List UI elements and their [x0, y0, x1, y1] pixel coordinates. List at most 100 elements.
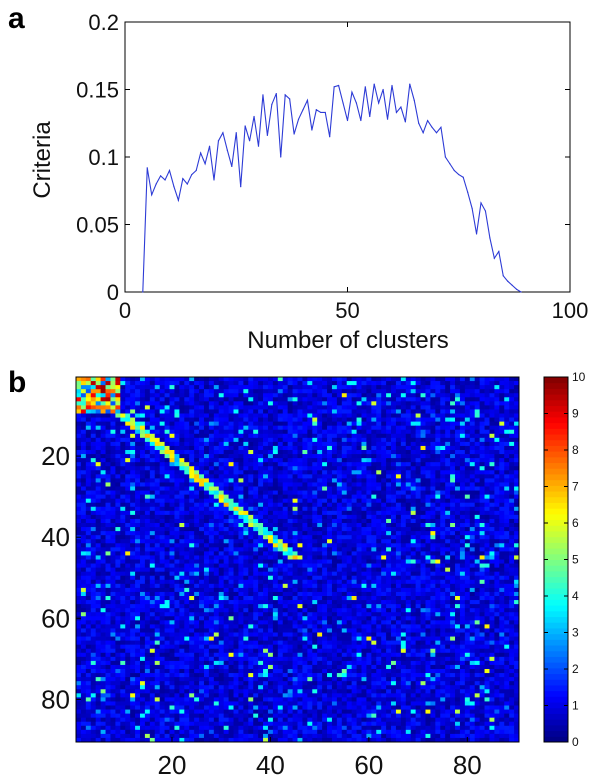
heatmap-cell — [263, 377, 269, 382]
heatmap-cell — [297, 450, 303, 455]
heatmap-cell — [233, 506, 239, 512]
heatmap-cell — [120, 466, 126, 471]
heatmap-cell — [238, 393, 244, 398]
heatmap-cell — [154, 454, 161, 459]
heatmap-cell — [253, 587, 259, 593]
heatmap-cell — [292, 506, 298, 512]
heatmap-cell — [164, 433, 170, 439]
heatmap-cell — [208, 531, 215, 536]
heatmap-cell — [474, 405, 481, 410]
heatmap-cell — [184, 510, 190, 516]
heatmap-cell — [267, 510, 274, 516]
heatmap-cell — [455, 466, 461, 471]
heatmap-cell — [105, 567, 111, 573]
heatmap-cell — [410, 559, 417, 564]
heatmap-cell — [135, 555, 141, 560]
heatmap-cell — [484, 490, 490, 496]
heatmap-cell — [263, 474, 269, 479]
heatmap-cell — [331, 425, 338, 431]
heatmap-cell — [115, 587, 121, 593]
heatmap-cell — [440, 579, 446, 585]
heatmap-cell — [504, 555, 510, 560]
heatmap-cell — [341, 587, 348, 593]
heatmap-cell — [292, 527, 298, 532]
heatmap-cell — [144, 417, 151, 423]
heatmap-cell — [494, 454, 500, 459]
heatmap-cell — [258, 583, 264, 589]
heatmap-cell — [213, 445, 220, 451]
heatmap-cell — [95, 425, 102, 431]
heatmap-cell — [85, 462, 92, 467]
heatmap-cell — [307, 547, 313, 552]
heatmap-cell — [504, 543, 510, 548]
heatmap-cell — [169, 575, 175, 581]
heatmap-cell — [218, 397, 225, 402]
heatmap-cell — [139, 523, 146, 528]
heatmap-cell — [100, 527, 106, 532]
heatmap-cell — [469, 466, 476, 471]
heatmap-cell — [307, 531, 313, 536]
heatmap-cell — [366, 454, 372, 459]
heatmap-cell — [440, 547, 446, 552]
data-point-a — [186, 183, 188, 185]
heatmap-cell — [174, 543, 180, 548]
heatmap-cell — [287, 425, 293, 431]
heatmap-cell — [400, 547, 407, 552]
heatmap-cell — [189, 470, 195, 475]
heatmap-cell — [174, 563, 180, 569]
heatmap-cell — [322, 571, 328, 577]
heatmap-cell — [459, 518, 466, 524]
heatmap-cell — [410, 450, 417, 455]
heatmap-cell — [208, 441, 215, 447]
heatmap-cell — [90, 482, 97, 487]
heatmap-cell — [312, 555, 318, 560]
heatmap-cell — [228, 381, 234, 386]
heatmap-cell — [95, 547, 102, 552]
heatmap-cell — [159, 498, 165, 504]
heatmap-cell — [76, 498, 82, 504]
heatmap-cell — [351, 437, 357, 443]
heatmap-cell — [341, 555, 348, 560]
heatmap-cell — [248, 462, 254, 467]
heatmap-cell — [248, 450, 254, 455]
heatmap-cell — [218, 458, 225, 463]
heatmap-cell — [381, 397, 387, 402]
heatmap-cell — [130, 567, 136, 573]
heatmap-cell — [455, 510, 461, 516]
heatmap-cell — [415, 514, 421, 520]
heatmap-cell — [174, 559, 180, 564]
heatmap-cell — [386, 377, 392, 382]
heatmap-cell — [331, 523, 338, 528]
heatmap-cell — [218, 535, 225, 540]
heatmap-cell — [381, 474, 387, 479]
heatmap-cell — [233, 470, 239, 475]
heatmap-cell — [199, 441, 205, 447]
heatmap-cell — [499, 563, 505, 569]
heatmap-cell — [297, 421, 303, 427]
heatmap-cell — [514, 450, 520, 455]
heatmap-cell — [248, 437, 254, 443]
heatmap-cell — [223, 397, 229, 402]
heatmap-cell — [430, 583, 436, 589]
heatmap-cell — [130, 437, 136, 443]
heatmap-cell — [336, 458, 343, 463]
heatmap-cell — [395, 393, 402, 398]
heatmap-cell — [208, 482, 215, 487]
heatmap-cell — [144, 596, 151, 601]
heatmap-cell — [248, 389, 254, 394]
heatmap-cell — [312, 506, 318, 512]
heatmap-cell — [263, 559, 269, 564]
heatmap-cell — [100, 450, 106, 455]
heatmap-cell — [499, 450, 505, 455]
heatmap-cell — [90, 462, 97, 467]
heatmap-cell — [450, 417, 456, 423]
heatmap-cell — [154, 490, 161, 496]
heatmap-cell — [282, 579, 289, 585]
heatmap-cell — [307, 389, 313, 394]
heatmap-cell — [85, 523, 92, 528]
heatmap-cell — [351, 401, 357, 406]
heatmap-cell — [80, 421, 87, 427]
heatmap-cell — [395, 405, 402, 410]
heatmap-cell — [356, 571, 362, 577]
heatmap-cell — [95, 563, 102, 569]
